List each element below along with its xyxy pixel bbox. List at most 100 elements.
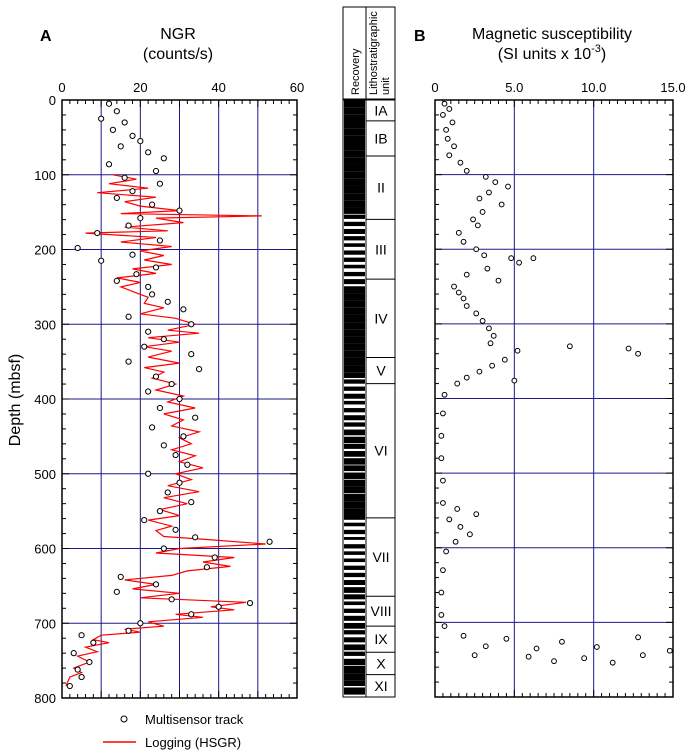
recovery-core-bar xyxy=(344,529,365,535)
ngr-y-ticks: 0 100 200 300 400 500 600 700 800 xyxy=(34,93,297,706)
recovery-core-bar xyxy=(344,658,365,666)
ngr-y-tick-label: 0 xyxy=(49,93,56,108)
magsus-point xyxy=(454,506,461,512)
legend-logging-label: Logging (HSGR) xyxy=(145,735,241,750)
ngr-multisensor-point xyxy=(203,564,211,571)
recovery-core-bar xyxy=(344,479,365,487)
ngr-multisensor-point xyxy=(180,433,187,440)
magsus-point xyxy=(474,222,481,229)
magsus-point xyxy=(487,340,494,347)
recovery-core-bar xyxy=(344,579,365,586)
ngr-multisensor-point xyxy=(125,222,132,229)
ngr-logging-line xyxy=(65,174,266,687)
ngr-multisensor-point xyxy=(164,298,171,305)
ngr-plot-frame xyxy=(61,99,298,699)
ngr-multisensor-point xyxy=(156,180,164,187)
recovery-core-bar xyxy=(344,221,365,227)
lith-unit-label: III xyxy=(375,241,387,257)
ngr-multisensor-point xyxy=(74,666,81,673)
ngr-y-tick-label: 100 xyxy=(34,168,56,183)
recovery-core-bar xyxy=(344,608,365,613)
recovery-core-bar xyxy=(344,522,365,527)
recovery-core-bar xyxy=(344,400,365,405)
ngr-series xyxy=(65,100,273,690)
ngr-x-tick-label: 20 xyxy=(133,80,147,95)
recovery-core-bar xyxy=(344,300,365,308)
ngr-multisensor-point xyxy=(113,588,120,595)
ngr-multisensor-point xyxy=(164,489,171,496)
lith-header-line1: Lithostratigraphic xyxy=(368,11,380,95)
recovery-core-bar xyxy=(344,250,365,255)
magsus-point xyxy=(455,229,462,236)
panel-a-label: A xyxy=(40,28,52,45)
ngr-multisensor-point xyxy=(172,526,179,533)
magsus-units: (SI units x 10-3) xyxy=(498,43,606,63)
ngr-units: (counts/s) xyxy=(143,46,213,63)
ngr-x-tick-label: 0 xyxy=(58,80,65,95)
recovery-core-bar xyxy=(344,443,365,449)
recovery-core-bar xyxy=(344,422,365,427)
magsus-point xyxy=(463,303,470,309)
ngr-multisensor-point xyxy=(156,404,164,412)
magsus-point xyxy=(501,356,508,363)
magsus-point xyxy=(625,345,632,352)
ngr-multisensor-point xyxy=(148,424,156,431)
magsus-point xyxy=(639,652,646,659)
recovery-core-bar xyxy=(344,150,365,158)
recovery-core-bar xyxy=(344,372,365,378)
ngr-multisensor-point xyxy=(113,194,120,202)
lith-unit-label: VIII xyxy=(370,603,391,619)
recovery-core-bar xyxy=(344,436,365,444)
magsus-point xyxy=(446,152,453,159)
magsus-units-base: (SI units x 10 xyxy=(498,46,591,63)
lith-header-line2: unit xyxy=(380,77,392,95)
magsus-point xyxy=(463,167,470,174)
recovery-core-bar xyxy=(344,121,365,129)
ngr-multisensor-point xyxy=(129,188,136,195)
ngr-x-ticks: 0 20 40 60 xyxy=(58,80,304,698)
magsus-x-tick-label: 10.0 xyxy=(581,80,606,95)
recovery-core-bar xyxy=(344,665,365,674)
ngr-multisensor-point xyxy=(184,461,191,468)
ngr-multisensor-point xyxy=(176,395,183,403)
recovery-core-bar xyxy=(344,157,365,165)
recovery-core-bar xyxy=(344,314,365,323)
magsus-point xyxy=(479,209,486,215)
recovery-core-bar xyxy=(344,336,365,344)
recovery-core-bar xyxy=(344,357,365,366)
ngr-multisensor-point xyxy=(113,108,120,115)
recovery-core-bar xyxy=(344,178,365,186)
ngr-multisensor-point xyxy=(94,229,101,237)
recovery-core-bar xyxy=(344,264,365,269)
legend-multisensor-label: Multisensor track xyxy=(145,712,244,727)
ngr-multisensor-point xyxy=(215,603,222,610)
magsus-point xyxy=(451,283,457,290)
lith-unit-label: IB xyxy=(374,130,387,146)
recovery-core-bar xyxy=(344,214,365,219)
magsus-point xyxy=(490,332,497,339)
lith-unit-label: VII xyxy=(372,549,389,565)
magsus-point xyxy=(440,567,446,574)
recovery-core-bar xyxy=(344,565,365,570)
magsus-point xyxy=(635,634,641,641)
recovery-core-bar xyxy=(344,107,365,115)
magsus-point xyxy=(441,100,448,107)
recovery-core-bar xyxy=(344,537,365,540)
recovery-core-bar xyxy=(344,515,365,520)
magsus-point xyxy=(479,317,486,324)
recovery-core-bar xyxy=(344,415,365,421)
magsus-point xyxy=(511,377,518,384)
ngr-y-tick-label: 400 xyxy=(34,392,56,407)
magsus-point xyxy=(481,252,488,259)
lith-unit-label: IV xyxy=(374,310,388,326)
ngr-multisensor-point xyxy=(86,659,93,666)
recovery-core-bar xyxy=(344,100,365,108)
recovery-core-bar xyxy=(344,365,365,373)
magsus-point xyxy=(457,523,464,530)
magsus-point xyxy=(440,112,446,118)
ngr-multisensor-point xyxy=(98,257,105,264)
recovery-core-bar xyxy=(344,687,365,695)
ngr-multisensor-point xyxy=(152,167,160,175)
ngr-multisensor-point xyxy=(152,581,160,588)
magsus-point xyxy=(460,295,467,302)
